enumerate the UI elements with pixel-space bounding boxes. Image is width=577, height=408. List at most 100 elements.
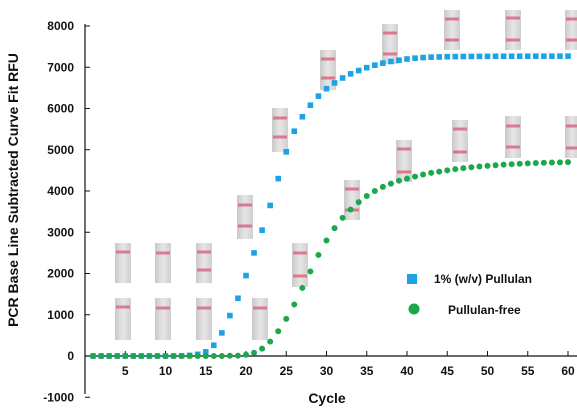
data-point bbox=[557, 53, 563, 59]
data-point bbox=[275, 175, 281, 182]
data-point bbox=[234, 352, 241, 359]
data-point bbox=[162, 353, 169, 359]
data-point bbox=[541, 53, 547, 59]
data-point bbox=[146, 353, 153, 359]
data-point bbox=[508, 53, 515, 60]
data-point bbox=[388, 58, 394, 65]
data-point bbox=[194, 353, 201, 359]
gel-lane-image bbox=[272, 108, 288, 152]
data-point bbox=[130, 353, 137, 359]
data-point bbox=[492, 53, 499, 60]
x-tick-label: 40 bbox=[400, 364, 414, 378]
gel-lane-image bbox=[565, 116, 577, 158]
data-point bbox=[299, 284, 306, 291]
data-point bbox=[283, 149, 290, 155]
data-point bbox=[420, 54, 426, 61]
data-point bbox=[524, 160, 531, 167]
data-point bbox=[227, 312, 233, 319]
gel-lane-image bbox=[396, 140, 412, 182]
data-point bbox=[436, 54, 442, 60]
gel-lane-image bbox=[505, 116, 521, 158]
data-point bbox=[178, 353, 185, 359]
data-series bbox=[90, 53, 571, 359]
data-point bbox=[291, 301, 298, 308]
gel-lane-image bbox=[196, 243, 212, 283]
data-point bbox=[533, 53, 539, 59]
x-tick-label: 10 bbox=[159, 364, 173, 378]
y-tick-label: 2000 bbox=[47, 267, 74, 281]
legend-marker-pullulan-free bbox=[408, 303, 420, 315]
data-point bbox=[484, 53, 491, 60]
data-point bbox=[452, 166, 459, 173]
y-tick-label: -1000 bbox=[43, 390, 74, 404]
data-point bbox=[218, 353, 225, 359]
gel-lane-image bbox=[115, 243, 131, 283]
data-point bbox=[291, 128, 298, 134]
data-point bbox=[114, 353, 121, 359]
gel-lane-image bbox=[237, 195, 253, 239]
gel-lane-image bbox=[320, 50, 336, 90]
data-point bbox=[323, 85, 330, 92]
data-point bbox=[428, 169, 435, 176]
legend-label-pullulan: 1% (w/v) Pullulan bbox=[434, 272, 532, 286]
x-tick-label: 25 bbox=[280, 364, 294, 378]
y-tick-label: 8000 bbox=[47, 19, 74, 33]
data-point bbox=[219, 330, 225, 336]
gel-lane-image bbox=[252, 298, 268, 340]
data-point bbox=[516, 160, 523, 167]
data-point bbox=[452, 53, 459, 60]
data-point bbox=[516, 53, 523, 60]
data-point bbox=[396, 57, 402, 64]
data-point bbox=[283, 315, 290, 322]
data-point bbox=[259, 227, 265, 233]
x-axis-title: Cycle bbox=[308, 390, 346, 406]
data-point bbox=[90, 353, 97, 359]
data-point bbox=[339, 214, 346, 221]
y-tick-label: 7000 bbox=[47, 60, 74, 74]
data-point bbox=[226, 352, 233, 359]
data-point bbox=[202, 349, 209, 355]
data-point bbox=[556, 159, 563, 166]
data-point bbox=[565, 53, 571, 59]
data-point bbox=[508, 161, 515, 168]
x-tick-label: 15 bbox=[199, 364, 213, 378]
data-point bbox=[275, 328, 282, 335]
x-tick-label: 50 bbox=[481, 364, 495, 378]
y-tick-label: 0 bbox=[67, 349, 74, 363]
data-point bbox=[372, 62, 378, 68]
gel-lane-image bbox=[444, 10, 460, 50]
data-point bbox=[259, 345, 266, 352]
gel-lane-image bbox=[155, 298, 171, 340]
data-point bbox=[540, 159, 547, 166]
data-point bbox=[170, 353, 177, 359]
data-point bbox=[122, 353, 129, 359]
data-point bbox=[315, 93, 322, 99]
y-tick-label: 3000 bbox=[47, 225, 74, 239]
data-point bbox=[476, 163, 483, 170]
data-point bbox=[380, 60, 386, 66]
data-point bbox=[420, 171, 427, 178]
data-point bbox=[428, 54, 434, 60]
data-point bbox=[363, 192, 370, 199]
x-tick-label: 45 bbox=[441, 364, 455, 378]
gel-lane-image bbox=[452, 120, 468, 162]
data-point bbox=[395, 177, 402, 184]
gel-lane-image bbox=[115, 298, 131, 340]
data-point bbox=[154, 353, 161, 359]
data-point bbox=[484, 162, 491, 169]
gel-lane-image bbox=[155, 243, 171, 283]
series-pullulan-free bbox=[90, 159, 571, 359]
data-point bbox=[444, 167, 451, 174]
data-point bbox=[524, 53, 531, 60]
data-point bbox=[363, 64, 370, 71]
legend-marker-pullulan bbox=[407, 274, 417, 284]
data-point bbox=[565, 159, 571, 166]
data-point bbox=[331, 225, 338, 232]
y-tick-label: 4000 bbox=[47, 184, 74, 198]
data-point bbox=[549, 53, 555, 59]
x-tick-label: 55 bbox=[521, 364, 535, 378]
data-point bbox=[251, 349, 258, 356]
data-point bbox=[186, 353, 193, 359]
gel-band-images bbox=[115, 10, 577, 340]
data-point bbox=[210, 353, 217, 359]
